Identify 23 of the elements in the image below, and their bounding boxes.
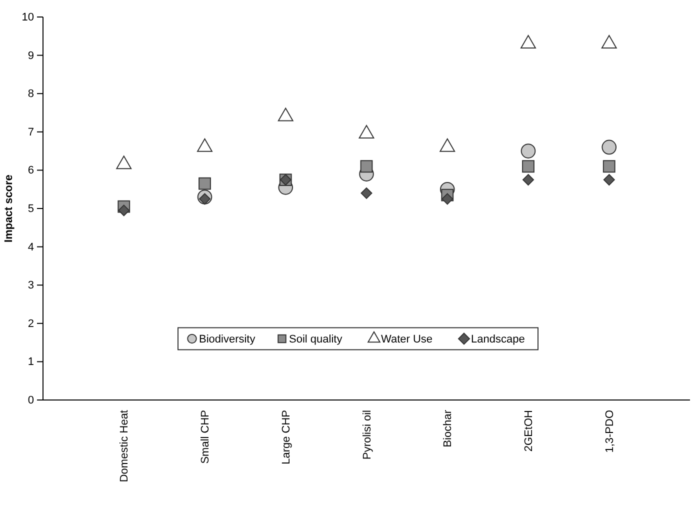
x-tick-label: Domestic Heat <box>118 410 131 482</box>
legend-label: Landscape <box>471 334 525 346</box>
y-tick-label: 10 <box>22 12 34 24</box>
x-tick-label: Biochar <box>442 410 454 448</box>
y-tick-label: 8 <box>28 88 34 100</box>
x-tick-label: Pyrolisi oil <box>361 410 374 460</box>
x-tick-label: Large CHP <box>280 410 292 464</box>
y-tick-label: 3 <box>28 280 34 292</box>
y-tick-label: 2 <box>28 318 34 330</box>
y-tick-label: 1 <box>28 356 34 368</box>
y-tick-label: 7 <box>28 126 34 138</box>
y-axis-title: Impact score <box>3 174 15 242</box>
legend-label: Water Use <box>381 334 433 346</box>
y-tick-label: 0 <box>28 394 34 407</box>
legend-label: Soil quality <box>289 334 343 346</box>
x-tick-label: 1,3-PDO <box>604 410 616 453</box>
legend-label: Biodiversity <box>199 334 256 346</box>
y-tick-label: 6 <box>28 164 34 177</box>
y-tick-label: 4 <box>28 241 34 254</box>
y-tick-label: 5 <box>28 203 34 216</box>
x-tick-label: 2GEtOH <box>523 410 536 452</box>
x-tick-label: Small CHP <box>200 410 212 464</box>
y-tick-label: 9 <box>28 50 34 62</box>
